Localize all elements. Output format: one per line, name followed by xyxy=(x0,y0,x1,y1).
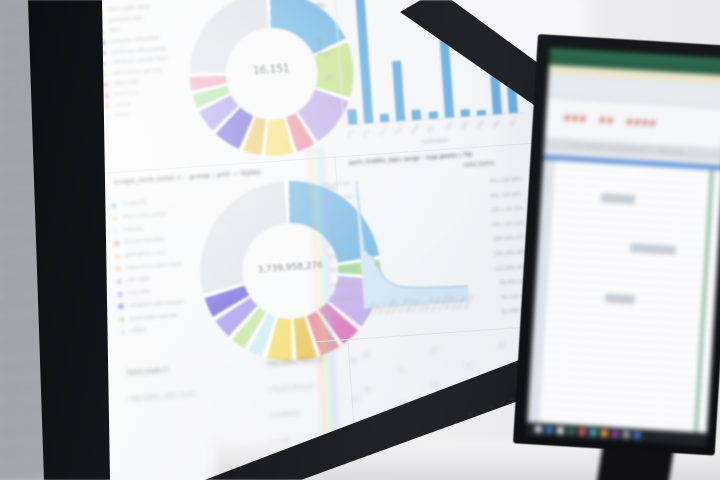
cell-content-smudge xyxy=(600,193,636,205)
bar[interactable] xyxy=(352,0,374,124)
cell-content-smudge xyxy=(604,293,636,305)
taskbar-icon[interactable] xyxy=(545,426,554,434)
legend-color-dot xyxy=(102,82,109,88)
taskbar-icon[interactable] xyxy=(611,430,619,438)
bar-chart-x-axis-title: hostname xyxy=(420,137,449,146)
bezel-button[interactable] xyxy=(510,398,514,402)
right-monitor-screen: ### ## #### ······ ———·—————— ··· ———— xyxy=(526,47,720,447)
error-cell: #### xyxy=(626,117,658,128)
rank-list: 452,118,003 391,220,841 260,118,554 201,335… xyxy=(450,173,530,323)
legend-color-dot xyxy=(119,316,125,323)
right-monitor: ### ## #### ······ ———·—————— ··· ———— xyxy=(512,34,720,456)
bezel-button[interactable] xyxy=(489,405,493,409)
bar-y-tick-label: 15 xyxy=(323,52,330,59)
taskbar-icon[interactable] xyxy=(556,426,565,435)
legend-color-dot xyxy=(113,228,119,234)
bar-y-tick-label: 5 xyxy=(329,100,333,106)
legend-color-dot xyxy=(116,278,122,285)
taskbar-icon[interactable] xyxy=(600,429,608,437)
taskbar-icon[interactable] xyxy=(567,427,576,435)
bar[interactable] xyxy=(392,60,406,122)
taskbar-icon[interactable] xyxy=(633,431,641,440)
area-chart-x-ticks: tcp-443tcp-80udp-53tcp-8080tcp-22tcp-330… xyxy=(364,294,474,316)
legend-color-dot xyxy=(104,103,110,109)
grid-cell xyxy=(470,423,505,442)
cell-content-smudge xyxy=(629,243,677,255)
error-cell: ### xyxy=(563,113,588,124)
bar-y-tick-label: 25 xyxy=(319,4,327,11)
table-side-value: 35 xyxy=(350,358,358,365)
bar-y-tick-label: 10 xyxy=(324,76,332,83)
legend-color-dot xyxy=(114,253,121,259)
legend-color-dot xyxy=(113,240,120,247)
bar[interactable] xyxy=(346,108,357,125)
active-column-border xyxy=(694,169,714,433)
error-cell: ## xyxy=(598,115,615,126)
legend-color-dot xyxy=(103,92,109,99)
legend-color-dot xyxy=(117,291,123,297)
taskbar-icon[interactable] xyxy=(534,425,543,433)
bar-y-tick-label: 0 xyxy=(331,124,335,130)
legend-color-dot xyxy=(118,304,124,310)
bezel-button[interactable] xyxy=(468,412,472,416)
taskbar-icon[interactable] xyxy=(578,428,586,436)
legend-color-dot xyxy=(120,329,126,335)
legend-color-dot xyxy=(115,266,122,272)
spreadsheet-grid[interactable] xyxy=(527,159,720,434)
rank-list-title: total_bytes xyxy=(463,160,496,169)
legend-color-dot xyxy=(111,202,117,209)
taskbar-icon[interactable] xyxy=(589,428,597,437)
row-number-column xyxy=(527,159,556,423)
legend-color-dot xyxy=(105,113,111,120)
taskbar-icon[interactable] xyxy=(622,430,630,439)
legend-color-dot xyxy=(112,215,118,221)
bar-y-tick-label: 20 xyxy=(321,28,328,35)
